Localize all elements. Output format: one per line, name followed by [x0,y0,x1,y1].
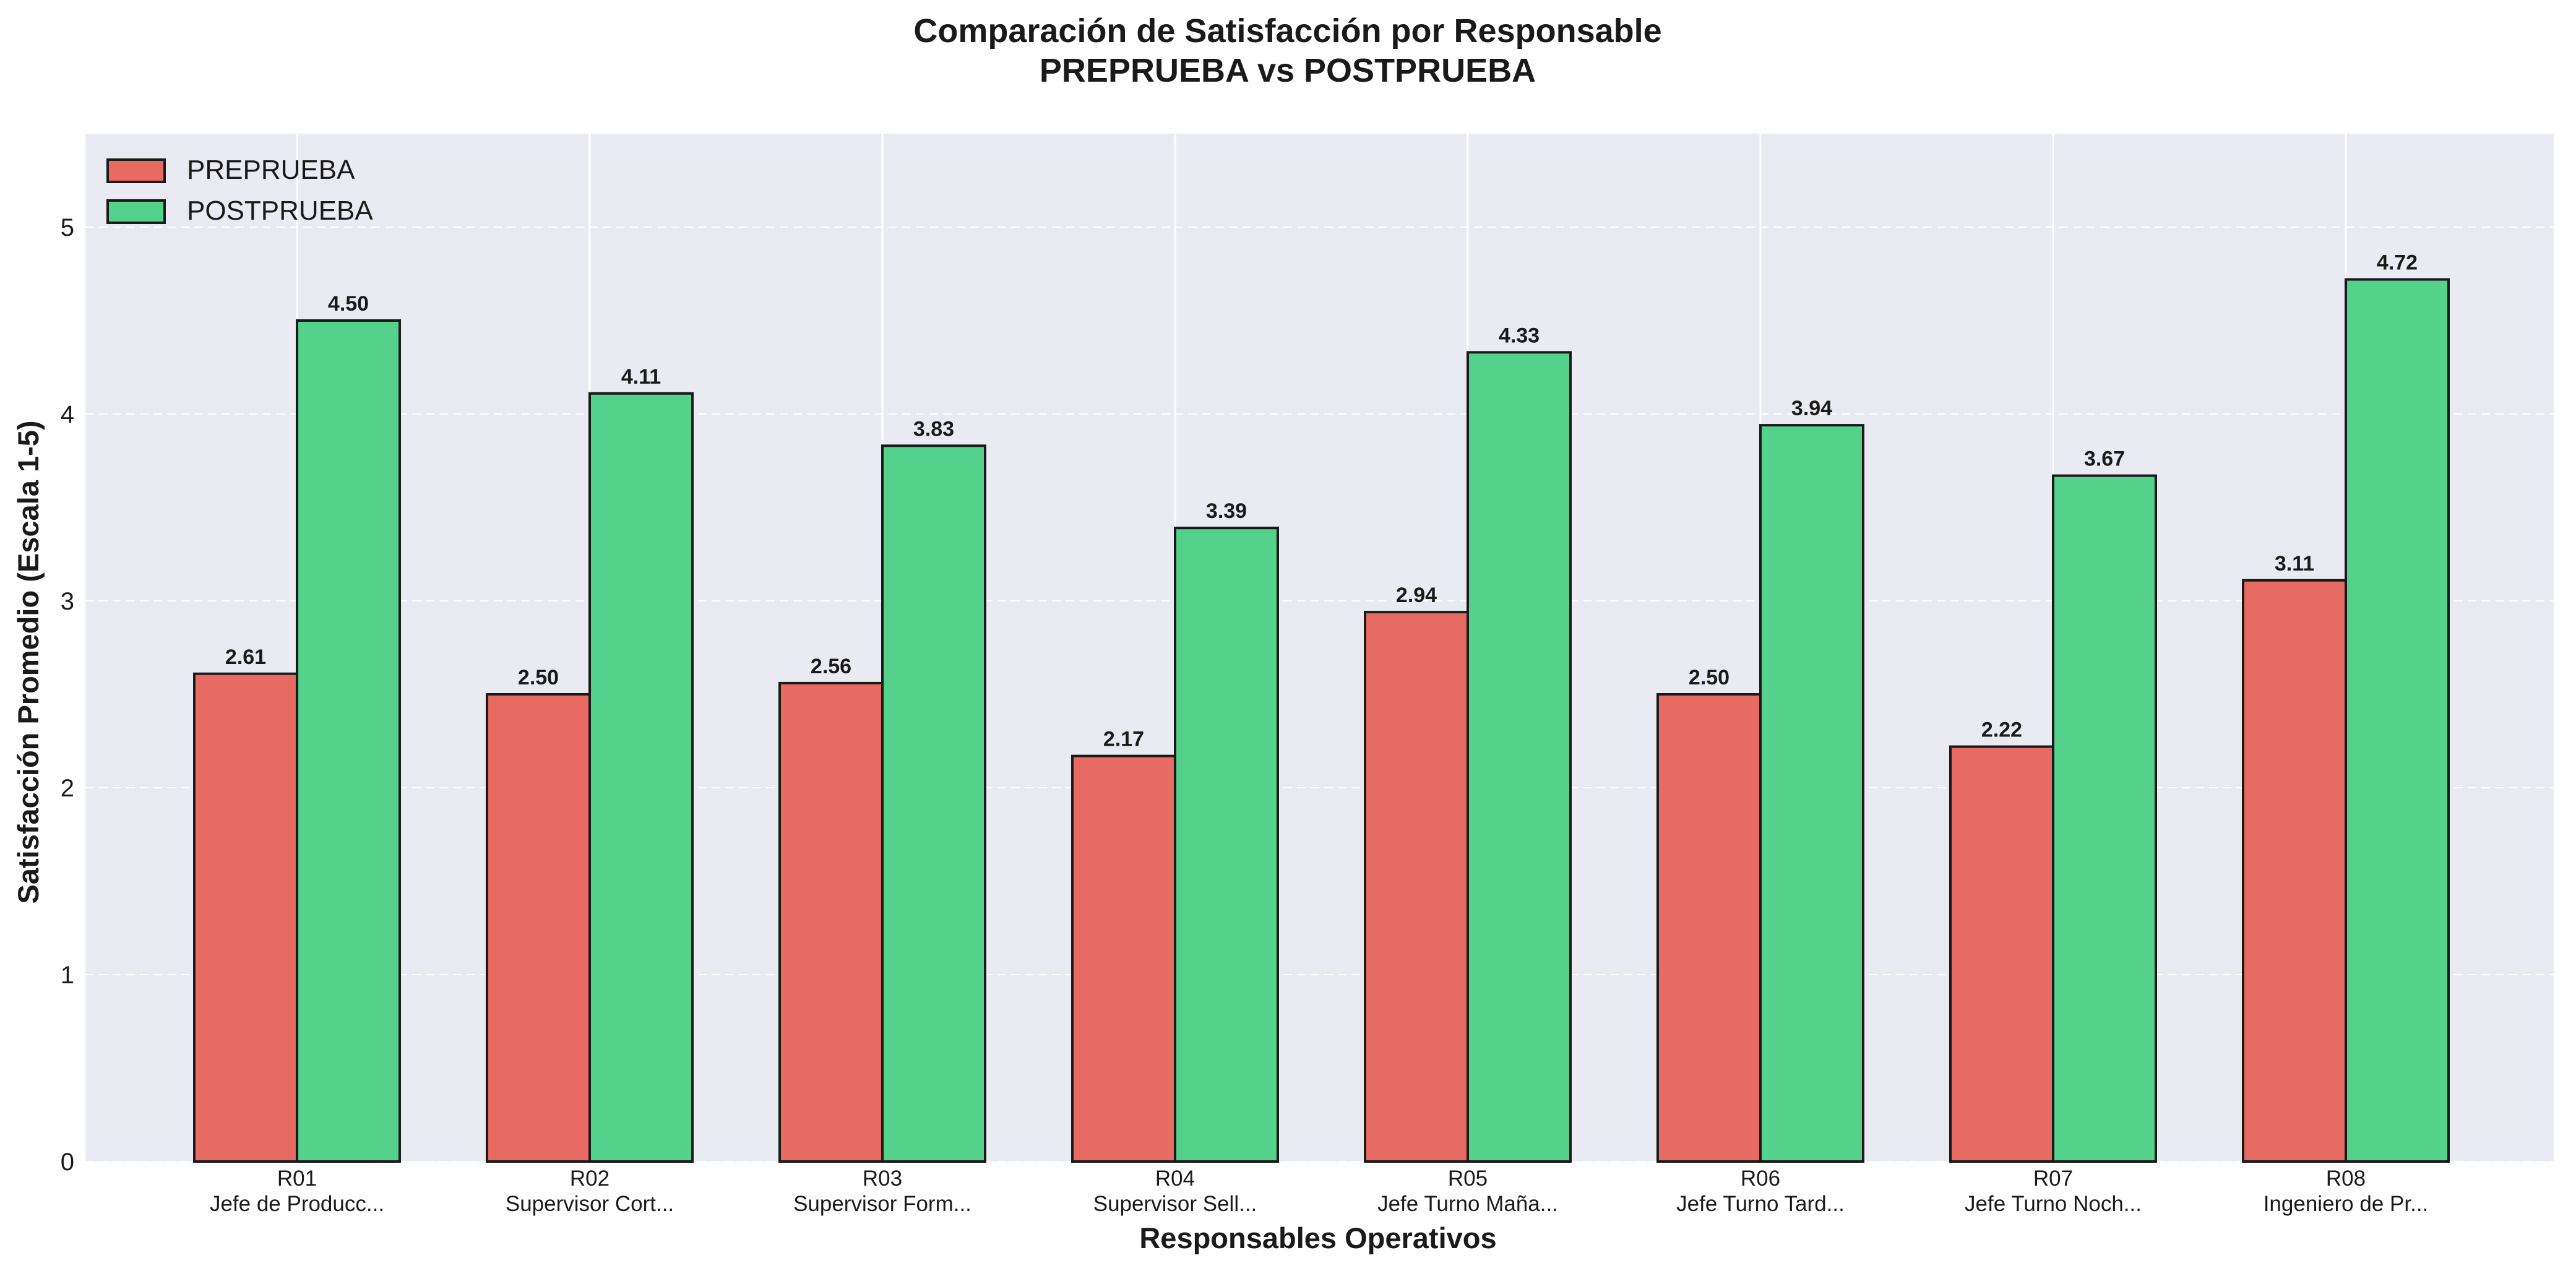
legend-swatch-postprueba [106,199,166,224]
x-axis-label: Responsables Operativos [1139,1222,1496,1254]
bar-postprueba-r06 [1759,424,1864,1163]
x-tick-label: R02 [570,1166,610,1191]
bar-preprueba-r02 [486,693,591,1163]
x-tick-label: R08 [2326,1166,2366,1191]
bar-preprueba-r08 [2242,579,2347,1163]
data-label: 2.17 [1103,728,1144,751]
x-tick-sublabel: Jefe de Producc... [210,1192,384,1216]
bar-preprueba-r07 [1949,745,2054,1163]
x-tick-label: R04 [1155,1166,1195,1191]
legend-label-preprueba: PREPRUEBA [187,155,355,185]
bar-preprueba-r03 [778,681,884,1163]
data-label: 3.67 [2084,447,2125,471]
bar-postprueba-r05 [1467,351,1572,1163]
x-tick-sublabel: Supervisor Sell... [1093,1192,1257,1216]
bar-postprueba-r04 [1174,527,1279,1163]
x-tick-sublabel: Jefe Turno Tard... [1676,1192,1845,1216]
x-tick-label: R01 [277,1166,317,1191]
bar-preprueba-r01 [193,672,298,1163]
plot-area [85,134,2554,1162]
data-label: 4.72 [2377,251,2418,275]
y-axis-label: Satisfacción Promedio (Escala 1-5) [12,420,45,903]
legend-swatch-preprueba [106,158,166,183]
data-label: 2.56 [811,655,851,678]
y-tick-label: 5 [61,214,74,241]
x-tick-label: R07 [2033,1166,2073,1191]
bar-preprueba-r05 [1364,611,1469,1163]
y-tick-label: 4 [61,401,74,428]
data-label: 3.11 [2275,552,2314,575]
x-tick-sublabel: Jefe Turno Maña... [1377,1192,1558,1216]
bar-postprueba-r07 [2052,474,2157,1163]
data-label: 2.50 [1689,666,1730,689]
bar-postprueba-r02 [588,392,694,1163]
chart-title: Comparación de Satisfacción por Responsa… [913,12,1661,50]
bar-postprueba-r08 [2345,278,2450,1163]
data-label: 4.11 [621,365,661,389]
y-tick-label: 0 [61,1149,74,1176]
chart-subtitle: PREPRUEBA vs POSTPRUEBA [1040,52,1536,89]
data-label: 3.94 [1791,397,1832,420]
x-tick-label: R06 [1741,1166,1780,1191]
data-label: 4.33 [1499,324,1540,347]
x-tick-sublabel: Ingeniero de Pr... [2264,1192,2429,1216]
data-label: 2.61 [225,645,266,669]
x-tick-label: R03 [863,1166,902,1191]
y-tick-label: 1 [61,962,74,989]
data-label: 2.22 [1981,718,2022,742]
x-tick-label: R05 [1448,1166,1488,1191]
y-tick-label: 3 [61,588,74,615]
legend-label-postprueba: POSTPRUEBA [187,196,373,226]
data-label: 2.50 [518,666,559,689]
chart-legend: PREPRUEBA POSTPRUEBA [106,155,373,226]
x-tick-sublabel: Supervisor Cort... [506,1192,674,1216]
x-tick-sublabel: Jefe Turno Noch... [1965,1192,2142,1216]
data-label: 3.83 [913,417,954,441]
data-label: 2.94 [1396,584,1437,607]
bar-preprueba-r04 [1071,754,1176,1163]
bar-postprueba-r03 [881,444,986,1163]
data-label: 4.50 [328,292,369,316]
x-tick-sublabel: Supervisor Form... [793,1192,971,1216]
bar-postprueba-r01 [296,319,401,1163]
data-label: 3.39 [1206,499,1247,523]
bar-preprueba-r06 [1656,693,1762,1163]
y-tick-label: 2 [61,775,74,802]
